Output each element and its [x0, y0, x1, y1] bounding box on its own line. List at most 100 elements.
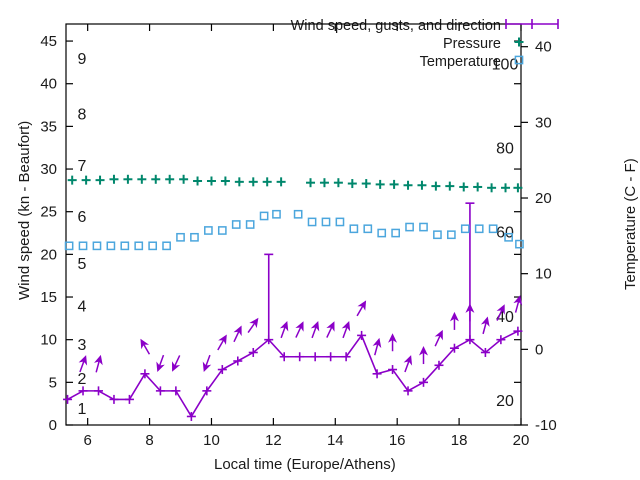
temperature-point	[377, 228, 387, 238]
temperature-point	[204, 226, 213, 235]
wind-direction-arrow	[356, 300, 367, 317]
wind-direction-arrow	[388, 333, 398, 352]
pressure-point	[193, 176, 203, 186]
pressure-point	[445, 181, 455, 191]
wind-direction-arrow	[341, 320, 351, 339]
temperature-point	[272, 209, 281, 219]
wind-speed-point	[78, 386, 88, 396]
y2-tick-label: 10	[535, 266, 552, 283]
wind-direction-arrow	[513, 295, 523, 313]
wind-speed-point	[248, 347, 258, 357]
temperature-point	[134, 241, 144, 251]
wind-speed-point	[341, 352, 351, 362]
wind-speed-point	[186, 411, 196, 421]
beaufort-label: 7	[78, 158, 87, 175]
wind-speed-point	[388, 365, 398, 375]
wind-direction-arrow	[172, 355, 181, 372]
wind-speed-point	[357, 330, 367, 340]
beaufort-label: 1	[78, 401, 87, 418]
x-tick-label: 8	[145, 432, 153, 449]
wind-direction-arrow	[279, 320, 289, 339]
y-tick-label: 0	[49, 417, 57, 434]
y2-tick-label: 40	[535, 39, 552, 56]
temperature-point	[488, 224, 498, 234]
x-tick-label: 20	[513, 432, 530, 449]
temperature-point	[447, 230, 456, 240]
pressure-point	[234, 177, 244, 187]
temperature-point	[259, 211, 269, 221]
pressure-point	[123, 174, 133, 184]
wind-speed-point	[217, 365, 227, 375]
y2-tick-label: 30	[535, 114, 552, 131]
beaufort-label: 9	[78, 51, 87, 68]
beaufort-label: 8	[78, 107, 87, 124]
temperature-point	[176, 232, 185, 242]
legend-item-wind-label: Wind speed, gusts, and direction	[290, 18, 501, 34]
temperature-point	[148, 241, 158, 251]
pressure-point	[179, 174, 189, 184]
fahrenheit-label: 80	[496, 140, 514, 157]
wind-speed-point	[109, 394, 119, 404]
pressure-point	[151, 174, 161, 184]
pressure-point	[403, 180, 413, 190]
temperature-point	[515, 239, 524, 249]
wind-speed-point	[496, 335, 506, 345]
pressure-point	[417, 180, 427, 190]
temperature-point	[217, 226, 227, 235]
wind-direction-arrow	[295, 321, 304, 338]
wind-direction-arrow	[78, 355, 88, 373]
wind-direction-arrow	[496, 304, 505, 321]
wind-speed-point	[434, 360, 444, 370]
wind-speed-point	[279, 352, 289, 362]
temperature-point	[391, 228, 400, 238]
fahrenheit-label: 60	[496, 224, 514, 241]
wind-direction-arrow	[310, 320, 320, 339]
y-tick-label: 40	[40, 76, 57, 93]
beaufort-label: 5	[78, 256, 87, 273]
temperature-point	[231, 220, 241, 229]
wind-direction-arrow	[233, 325, 242, 343]
pressure-point	[248, 177, 258, 187]
wind-speed-point	[480, 347, 490, 357]
x-tick-label: 6	[83, 432, 91, 449]
wind-speed-point	[202, 386, 212, 396]
pressure-point	[459, 182, 469, 192]
beaufort-label: 2	[78, 371, 87, 388]
pressure-point	[361, 179, 371, 189]
pressure-point	[109, 174, 119, 184]
temperature-point	[78, 241, 88, 251]
pressure-point	[306, 178, 316, 188]
wind-speed-point	[310, 352, 320, 362]
wind-direction-arrow	[94, 354, 103, 373]
wind-direction-arrow	[156, 354, 165, 373]
wind-direction-arrow	[403, 355, 413, 373]
wind-direction-arrow	[202, 354, 212, 373]
y2-tick-label: 20	[535, 190, 552, 207]
beaufort-label: 3	[78, 337, 87, 354]
wind-direction-arrow	[217, 334, 227, 351]
wind-speed-point	[171, 386, 181, 396]
temperature-point	[106, 241, 116, 251]
wind-speed-line	[67, 330, 519, 419]
pressure-point	[276, 177, 286, 187]
pressure-point	[431, 181, 441, 191]
legend-item-temperature-label: Temperature	[419, 54, 501, 70]
beaufort-label: 4	[78, 299, 87, 316]
wind-speed-point	[513, 326, 523, 336]
pressure-point	[319, 178, 329, 188]
pressure-point	[501, 183, 511, 193]
temperature-point	[460, 224, 470, 234]
pressure-point	[333, 178, 343, 188]
pressure-point	[95, 175, 105, 185]
temperature-point	[474, 224, 484, 234]
pressure-point	[389, 179, 399, 189]
x-tick-label: 14	[327, 432, 344, 449]
wind-speed-point	[449, 343, 459, 353]
y-tick-label: 35	[40, 118, 57, 135]
temperature-point	[349, 224, 359, 234]
pressure-point	[137, 174, 147, 184]
temperature-point	[363, 224, 373, 234]
legend-key-wind	[505, 19, 559, 29]
temperature-point	[419, 222, 428, 232]
wind-speed-point	[63, 394, 73, 404]
